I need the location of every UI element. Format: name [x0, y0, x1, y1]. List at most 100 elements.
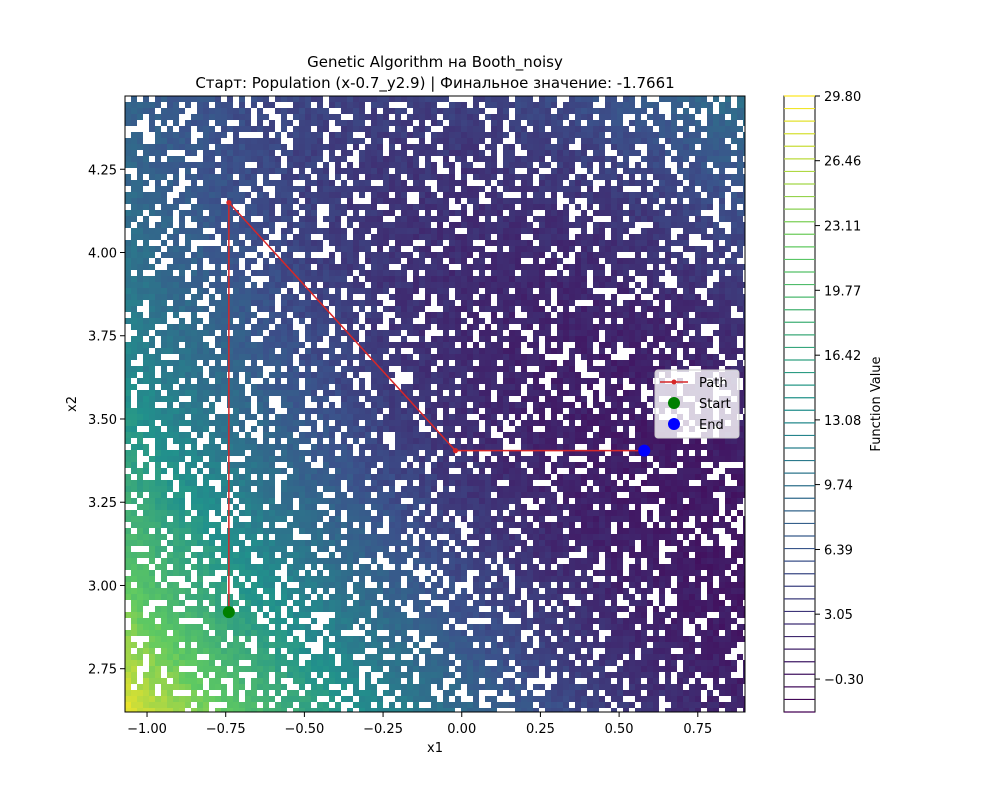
contour-cell: [371, 300, 377, 306]
contour-cell: [707, 306, 713, 312]
contour-cell: [467, 222, 473, 228]
contour-cell: [431, 366, 437, 372]
contour-cell: [521, 144, 527, 150]
contour-cell: [161, 192, 167, 198]
contour-cell: [389, 126, 395, 132]
contour-cell: [713, 252, 719, 258]
contour-cell: [251, 246, 257, 252]
contour-cell: [731, 168, 737, 174]
contour-cell: [227, 246, 233, 252]
contour-cell: [677, 192, 683, 198]
contour-cell: [671, 264, 677, 270]
contour-cell: [281, 198, 287, 204]
contour-cell: [383, 150, 389, 156]
contour-cell: [191, 102, 197, 108]
contour-cell: [335, 366, 341, 372]
contour-cell: [611, 258, 617, 264]
contour-cell: [497, 174, 503, 180]
contour-cell: [329, 102, 335, 108]
contour-cell: [197, 174, 203, 180]
contour-cell: [353, 264, 359, 270]
contour-cell: [713, 222, 719, 228]
contour-cell: [551, 150, 557, 156]
contour-cell: [125, 156, 131, 162]
contour-cell: [509, 96, 515, 102]
contour-cell: [287, 276, 293, 282]
contour-cell: [611, 222, 617, 228]
contour-cell: [173, 318, 179, 324]
contour-cell: [653, 150, 659, 156]
contour-cell: [551, 246, 557, 252]
contour-cell: [137, 306, 143, 312]
contour-cell: [695, 294, 701, 300]
contour-cell: [719, 336, 725, 342]
contour-cell: [305, 222, 311, 228]
contour-cell: [269, 156, 275, 162]
contour-cell: [737, 114, 743, 120]
contour-cell: [395, 276, 401, 282]
contour-cell: [461, 354, 467, 360]
contour-cell: [671, 354, 677, 360]
contour-cell: [731, 306, 737, 312]
contour-cell: [683, 180, 689, 186]
contour-cell: [587, 360, 593, 366]
contour-cell: [221, 264, 227, 270]
contour-cell: [659, 264, 665, 270]
contour-cell: [449, 372, 455, 378]
contour-cell: [347, 234, 353, 240]
contour-cell: [623, 324, 629, 330]
contour-cell: [473, 264, 479, 270]
contour-cell: [359, 288, 365, 294]
contour-cell: [599, 204, 605, 210]
contour-cell: [137, 252, 143, 258]
contour-cell: [389, 156, 395, 162]
contour-cell: [341, 114, 347, 120]
contour-cell: [245, 270, 251, 276]
contour-cell: [125, 132, 131, 138]
contour-cell: [185, 102, 191, 108]
contour-cell: [443, 192, 449, 198]
contour-cell: [575, 102, 581, 108]
contour-cell: [245, 366, 251, 372]
contour-cell: [461, 282, 467, 288]
contour-cell: [353, 234, 359, 240]
contour-cell: [587, 378, 593, 384]
contour-cell: [425, 156, 431, 162]
contour-cell: [731, 300, 737, 306]
contour-cell: [197, 324, 203, 330]
contour-cell: [455, 288, 461, 294]
contour-cell: [581, 294, 587, 300]
contour-cell: [437, 162, 443, 168]
contour-cell: [593, 102, 599, 108]
contour-cell: [221, 174, 227, 180]
contour-cell: [431, 102, 437, 108]
contour-cell: [593, 330, 599, 336]
contour-cell: [227, 282, 233, 288]
contour-cell: [659, 132, 665, 138]
contour-cell: [359, 336, 365, 342]
contour-cell: [503, 324, 509, 330]
contour-cell: [569, 276, 575, 282]
contour-cell: [425, 132, 431, 138]
contour-cell: [467, 228, 473, 234]
contour-cell: [347, 318, 353, 324]
contour-cell: [443, 228, 449, 234]
contour-cell: [569, 246, 575, 252]
contour-cell: [191, 342, 197, 348]
contour-cell: [281, 180, 287, 186]
contour-cell: [605, 258, 611, 264]
contour-cell: [719, 276, 725, 282]
contour-cell: [143, 234, 149, 240]
contour-cell: [245, 240, 251, 246]
contour-cell: [647, 132, 653, 138]
contour-cell: [425, 306, 431, 312]
contour-cell: [281, 300, 287, 306]
contour-cell: [473, 126, 479, 132]
contour-cell: [467, 378, 473, 384]
contour-cell: [263, 330, 269, 336]
contour-cell: [221, 366, 227, 372]
contour-cell: [281, 126, 287, 132]
contour-cell: [149, 300, 155, 306]
contour-cell: [221, 108, 227, 114]
contour-cell: [275, 360, 281, 366]
